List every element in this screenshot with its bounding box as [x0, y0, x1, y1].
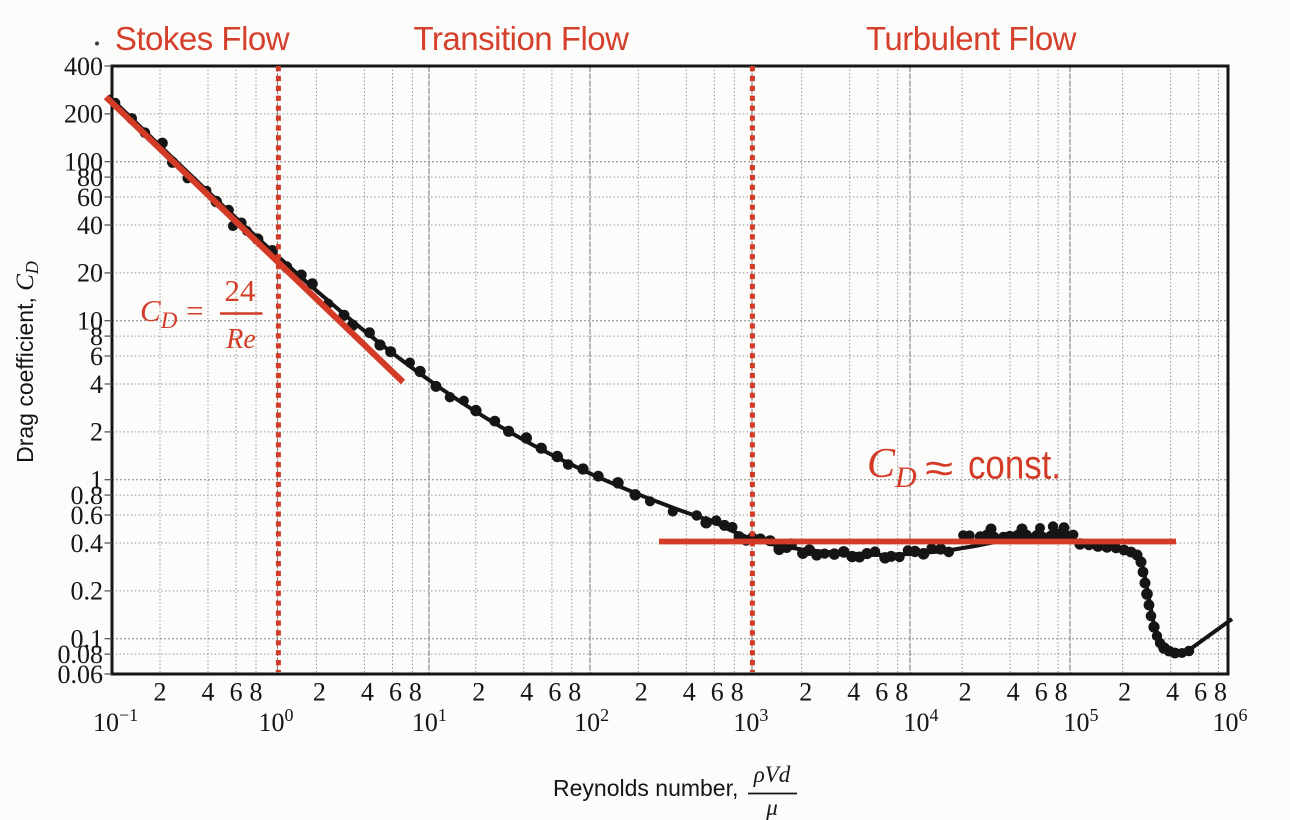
svg-text:10−1: 10−1: [93, 705, 138, 737]
svg-text:Drag coefficient, CD: Drag coefficient, CD: [12, 261, 42, 463]
svg-text:2: 2: [799, 678, 812, 707]
svg-text:6: 6: [711, 678, 724, 707]
svg-text:2: 2: [472, 678, 485, 707]
svg-text:2: 2: [90, 418, 103, 447]
svg-text:4: 4: [202, 678, 215, 707]
svg-text:4: 4: [520, 678, 533, 707]
svg-text:Stokes Flow: Stokes Flow: [115, 20, 290, 57]
svg-text:1: 1: [90, 466, 103, 495]
svg-text:2: 2: [154, 678, 167, 707]
svg-text:4: 4: [90, 370, 103, 399]
svg-text:2: 2: [635, 678, 648, 707]
svg-text:4: 4: [1007, 678, 1020, 707]
svg-text:4: 4: [683, 678, 696, 707]
svg-text:80: 80: [77, 163, 103, 192]
svg-text:8: 8: [568, 678, 581, 707]
svg-text:const.: const.: [968, 442, 1061, 488]
svg-text:6: 6: [389, 678, 402, 707]
svg-text:8: 8: [409, 678, 422, 707]
svg-text:μ: μ: [765, 795, 778, 820]
svg-text:200: 200: [64, 100, 103, 129]
svg-text:4: 4: [1166, 678, 1179, 707]
svg-text:=: =: [186, 293, 203, 328]
svg-text:8: 8: [1055, 678, 1068, 707]
svg-text:0.06: 0.06: [58, 660, 104, 689]
svg-text:Turbulent Flow: Turbulent Flow: [866, 20, 1077, 57]
svg-text:6: 6: [1035, 678, 1048, 707]
svg-text:0.08: 0.08: [58, 640, 104, 669]
svg-text:6: 6: [230, 678, 243, 707]
svg-text:2: 2: [313, 678, 326, 707]
svg-text:100: 100: [259, 705, 294, 737]
svg-text:0.6: 0.6: [71, 501, 104, 530]
svg-text:8: 8: [895, 678, 908, 707]
svg-text:10: 10: [77, 307, 103, 336]
svg-text:4: 4: [361, 678, 374, 707]
svg-text:8: 8: [250, 678, 263, 707]
svg-text:6: 6: [90, 342, 103, 371]
svg-text:2: 2: [1118, 678, 1131, 707]
svg-text:Reynolds number,: Reynolds number,: [553, 775, 738, 801]
svg-text:8: 8: [731, 678, 744, 707]
svg-text:40: 40: [77, 211, 103, 240]
svg-text:ρVd: ρVd: [753, 762, 791, 787]
svg-text:60: 60: [77, 183, 103, 212]
svg-text:20: 20: [77, 259, 103, 288]
svg-text:6: 6: [1194, 678, 1207, 707]
svg-text:Re: Re: [225, 324, 256, 355]
svg-text:4: 4: [847, 678, 860, 707]
svg-text:6: 6: [875, 678, 888, 707]
svg-text:100: 100: [64, 148, 103, 177]
svg-text:Transition Flow: Transition Flow: [413, 20, 629, 57]
svg-text:8: 8: [90, 322, 103, 351]
svg-text:≈: ≈: [925, 445, 953, 491]
svg-text:6: 6: [548, 678, 561, 707]
svg-text:400: 400: [64, 52, 103, 81]
svg-text:0.2: 0.2: [71, 577, 104, 606]
svg-text:2: 2: [959, 678, 972, 707]
svg-text:0.4: 0.4: [71, 529, 104, 558]
svg-text:24: 24: [225, 273, 257, 308]
svg-text:8: 8: [1214, 678, 1227, 707]
svg-text:0.8: 0.8: [71, 481, 104, 510]
svg-text:0.1: 0.1: [71, 625, 104, 654]
